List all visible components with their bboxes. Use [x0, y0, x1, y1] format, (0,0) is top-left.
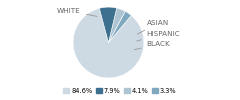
Text: ASIAN: ASIAN — [138, 20, 169, 34]
Wedge shape — [73, 8, 144, 78]
Wedge shape — [99, 7, 117, 42]
Text: WHITE: WHITE — [57, 8, 97, 16]
Legend: 84.6%, 7.9%, 4.1%, 3.3%: 84.6%, 7.9%, 4.1%, 3.3% — [61, 85, 179, 97]
Text: BLACK: BLACK — [134, 41, 170, 50]
Wedge shape — [108, 11, 131, 42]
Text: HISPANIC: HISPANIC — [137, 31, 180, 41]
Wedge shape — [108, 8, 125, 42]
